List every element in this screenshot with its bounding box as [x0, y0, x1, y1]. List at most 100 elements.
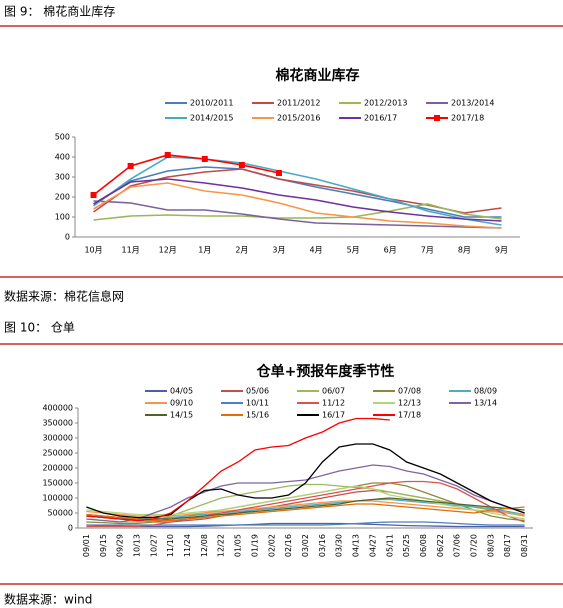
series-line: [93, 200, 502, 229]
x-tick-label: 12/22: [217, 534, 226, 557]
y-tick-label: 300000: [42, 434, 73, 443]
y-tick-label: 500: [55, 133, 70, 142]
series-line: [86, 417, 390, 522]
legend-label: 2010/2011: [190, 99, 233, 108]
x-tick-label: 12月: [159, 246, 177, 255]
caption: 图 9： 棉花商业库存: [4, 4, 115, 19]
legend-label: 04/05: [170, 387, 193, 396]
series-line: [93, 178, 502, 222]
y-tick-label: 300: [55, 173, 70, 182]
x-tick-label: 07/20: [470, 534, 479, 557]
y-tick-label: 200: [55, 193, 70, 202]
y-tick-label: 100: [55, 213, 70, 222]
legend-label: 15/16: [246, 411, 269, 420]
x-tick-label: 7月: [421, 246, 434, 255]
source: 数据来源：wind: [4, 592, 92, 607]
point-marker: [127, 163, 134, 169]
y-tick-label: 50000: [48, 509, 73, 518]
series-line: [86, 522, 525, 528]
legend-label: 14/15: [170, 411, 193, 420]
x-tick-label: 03/16: [318, 534, 327, 557]
x-tick-label: 08/17: [503, 534, 512, 557]
legend-label: 2012/2013: [364, 99, 407, 108]
x-tick-label: 06/22: [436, 534, 445, 557]
legend-label: 17/18: [398, 411, 421, 420]
x-tick-label: 4月: [309, 246, 322, 255]
chart-title: 棉花商业库存: [276, 67, 360, 84]
legend-label: 11/12: [322, 399, 345, 408]
legend-label: 13/14: [474, 399, 497, 408]
x-tick-label: 05/11: [385, 534, 394, 557]
series-line: [93, 203, 502, 221]
series-line: [93, 182, 502, 229]
source: 数据来源：棉花信息网: [4, 289, 124, 304]
x-tick-label: 04/13: [352, 534, 361, 557]
legend-label: 2016/17: [364, 114, 397, 123]
x-tick-label: 05/25: [402, 534, 411, 557]
x-tick-label: 03/30: [335, 534, 344, 557]
point-marker: [238, 162, 245, 168]
series-line: [86, 480, 525, 528]
y-tick-label: 350000: [42, 419, 73, 428]
y-tick-label: 150000: [42, 479, 73, 488]
x-tick-label: 09/15: [99, 534, 108, 557]
x-tick-label: 3月: [272, 246, 285, 255]
legend-label: 12/13: [398, 399, 421, 408]
point-marker: [201, 156, 208, 162]
y-tick-label: 0: [68, 524, 73, 533]
x-tick-label: 10/27: [149, 534, 158, 557]
x-tick-label: 09/29: [116, 534, 125, 557]
x-tick-label: 08/31: [520, 534, 529, 557]
x-tick-label: 09/01: [82, 534, 91, 557]
legend-label: 2011/2012: [277, 99, 320, 108]
x-tick-label: 2月: [235, 246, 248, 255]
x-tick-label: 1月: [198, 246, 211, 255]
x-tick-label: 07/06: [453, 534, 462, 557]
legend-label: 2017/18: [451, 114, 484, 123]
x-tick-label: 03/02: [301, 534, 310, 557]
x-tick-label: 11月: [122, 246, 140, 255]
legend-label: 16/17: [322, 411, 345, 420]
point-marker: [275, 170, 282, 176]
x-tick-label: 08/03: [486, 534, 495, 557]
x-tick-label: 9月: [495, 246, 508, 255]
x-tick-label: 04/27: [368, 534, 377, 557]
y-tick-label: 250000: [42, 449, 73, 458]
series-line: [93, 166, 502, 218]
series-line: [86, 521, 525, 526]
chart-title: 仓单+预报年度季节性: [256, 363, 395, 380]
x-tick-label: 06/08: [419, 534, 428, 557]
legend-label: 2013/2014: [451, 99, 494, 108]
legend-label: 09/10: [170, 399, 193, 408]
point-marker: [164, 152, 171, 158]
series-line: [86, 497, 525, 520]
y-tick-label: 100000: [42, 494, 73, 503]
series-line: [86, 485, 525, 520]
x-tick-label: 02/16: [284, 534, 293, 557]
legend-label: 10/11: [246, 399, 269, 408]
legend-marker: [434, 115, 440, 121]
series-line: [93, 156, 502, 226]
caption: 图 10： 仓单: [4, 321, 75, 335]
x-tick-label: 12/08: [200, 534, 209, 557]
legend-label: 05/06: [246, 387, 269, 396]
legend-label: 07/08: [398, 387, 421, 396]
x-tick-label: 8月: [458, 246, 471, 255]
x-tick-label: 11/24: [183, 534, 192, 557]
y-tick-label: 200000: [42, 464, 73, 473]
x-tick-label: 6月: [384, 246, 397, 255]
x-tick-label: 10/13: [132, 534, 141, 557]
x-tick-label: 01/19: [250, 534, 259, 557]
legend-label: 2014/2015: [190, 114, 233, 123]
y-tick-label: 400000: [42, 404, 73, 413]
x-tick-label: 11/10: [166, 534, 175, 557]
x-tick-label: 5月: [347, 246, 360, 255]
x-tick-label: 02/02: [267, 534, 276, 557]
y-tick-label: 0: [65, 233, 70, 242]
series-line: [86, 503, 525, 522]
series-line: [86, 464, 525, 523]
point-marker: [90, 192, 97, 198]
x-tick-label: 10月: [84, 246, 102, 255]
y-tick-label: 400: [55, 153, 70, 162]
